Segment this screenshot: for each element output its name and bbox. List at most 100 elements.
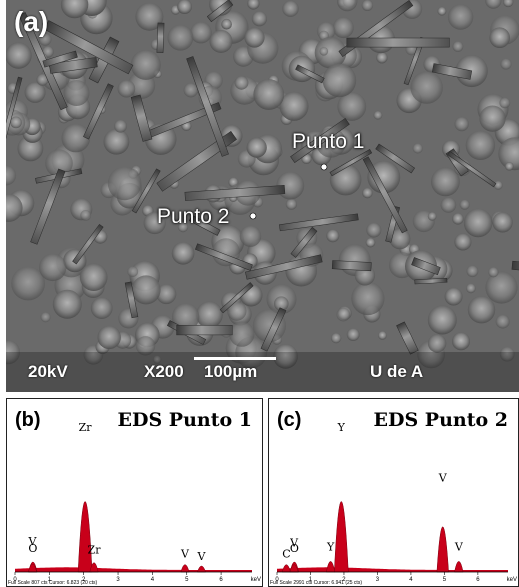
peak-label: V: [438, 472, 448, 485]
grain: [6, 193, 23, 222]
grain: [322, 63, 357, 98]
grain: [177, 221, 189, 233]
x-tick-label: 3: [376, 577, 380, 583]
point-2-label: Punto 2: [157, 205, 230, 228]
grain: [17, 135, 44, 162]
sem-micrograph: (a) Punto 1 Punto 2 20kV X200 100µm U de…: [6, 0, 519, 392]
grain: [463, 208, 493, 238]
grain: [130, 49, 161, 80]
grain: [40, 312, 51, 323]
panel-label-a: (a): [14, 6, 49, 37]
crystal-rod: [176, 325, 233, 336]
grain: [251, 11, 267, 27]
grain: [10, 116, 22, 129]
grain: [183, 83, 198, 98]
spectrum-peak: [197, 565, 206, 573]
eds-spectrum-2: C O V Y Y V V 0 1 2 3 4 5 6 keV (c) EDS Punto 2 Full S…: [268, 398, 519, 587]
spectrum-background: [277, 567, 508, 572]
grain: [505, 162, 514, 171]
grain: [209, 29, 233, 53]
grain: [365, 237, 376, 248]
grain: [152, 355, 162, 364]
grain: [80, 210, 92, 221]
grain: [410, 71, 443, 104]
magnification-text: X200: [144, 362, 184, 381]
crystal-rod: [346, 37, 450, 48]
crystal-rod: [260, 307, 287, 352]
crystal-rod: [396, 321, 419, 355]
grain: [466, 283, 476, 294]
grain: [127, 266, 139, 277]
grain: [351, 281, 385, 316]
spectrum-status: Full Scale 2991 cts Cursor: 6.941 (25 ct…: [270, 580, 362, 586]
spectrum-peak: [77, 501, 93, 573]
peak-label: O: [290, 542, 299, 555]
grain: [498, 137, 519, 171]
grain: [500, 58, 512, 70]
grain: [6, 340, 20, 365]
grain: [11, 266, 45, 301]
grain: [346, 328, 360, 341]
crystal-rod: [186, 56, 229, 157]
grain: [376, 52, 388, 64]
grain: [452, 332, 470, 351]
grain: [171, 303, 200, 331]
spectrum-peak: [436, 526, 449, 573]
grain: [36, 73, 49, 86]
crystal-rod: [511, 260, 519, 279]
grain: [495, 314, 510, 329]
grain: [247, 0, 260, 10]
grain: [246, 137, 267, 158]
crystal-rod: [295, 64, 325, 84]
grain: [389, 228, 411, 250]
spectrum-peak: [325, 561, 336, 573]
crystal-rod: [206, 0, 234, 23]
crystal-rod: [83, 83, 114, 140]
crystal-rod: [279, 213, 359, 232]
grain: [447, 4, 474, 30]
peak-label: Y: [326, 541, 335, 554]
lab-text: U de A: [370, 362, 424, 381]
grain: [171, 242, 195, 265]
grain: [467, 296, 496, 324]
grain: [107, 166, 142, 201]
crystal-rod: [124, 281, 139, 319]
grain: [452, 41, 464, 52]
grain: [229, 321, 255, 347]
grain: [253, 79, 285, 110]
peak-label: V: [197, 550, 207, 563]
grain: [167, 24, 194, 51]
micrograph-texture: [6, 0, 519, 392]
grain: [143, 211, 166, 235]
grain: [361, 0, 374, 11]
x-unit-label: keV: [251, 577, 261, 583]
crystal-rod: [414, 277, 448, 285]
spectrum-title: EDS Punto 2: [373, 409, 509, 431]
crystal-rod: [6, 76, 23, 173]
grain: [330, 332, 342, 344]
grain: [362, 187, 373, 199]
crystal-rod: [184, 185, 286, 201]
peak-label: C: [282, 547, 290, 560]
crystal-rod: [219, 282, 254, 314]
grain: [135, 336, 156, 356]
grain: [337, 92, 367, 121]
grain: [427, 211, 437, 221]
grain: [314, 36, 347, 69]
peak-label: O: [28, 542, 37, 555]
grain: [61, 123, 91, 153]
crystal-rod: [362, 156, 408, 234]
scale-bar: [194, 357, 276, 360]
peak-label: V: [28, 535, 38, 548]
grain: [499, 346, 515, 362]
grain: [412, 143, 423, 154]
spectrum-status: Full Scale 807 cts Cursor: 6.823 (20 cts…: [8, 580, 98, 586]
grain: [6, 42, 32, 69]
grain: [244, 27, 265, 48]
grain: [440, 197, 457, 213]
crystal-rod: [131, 168, 161, 214]
grain: [488, 267, 499, 278]
grain: [227, 301, 247, 321]
